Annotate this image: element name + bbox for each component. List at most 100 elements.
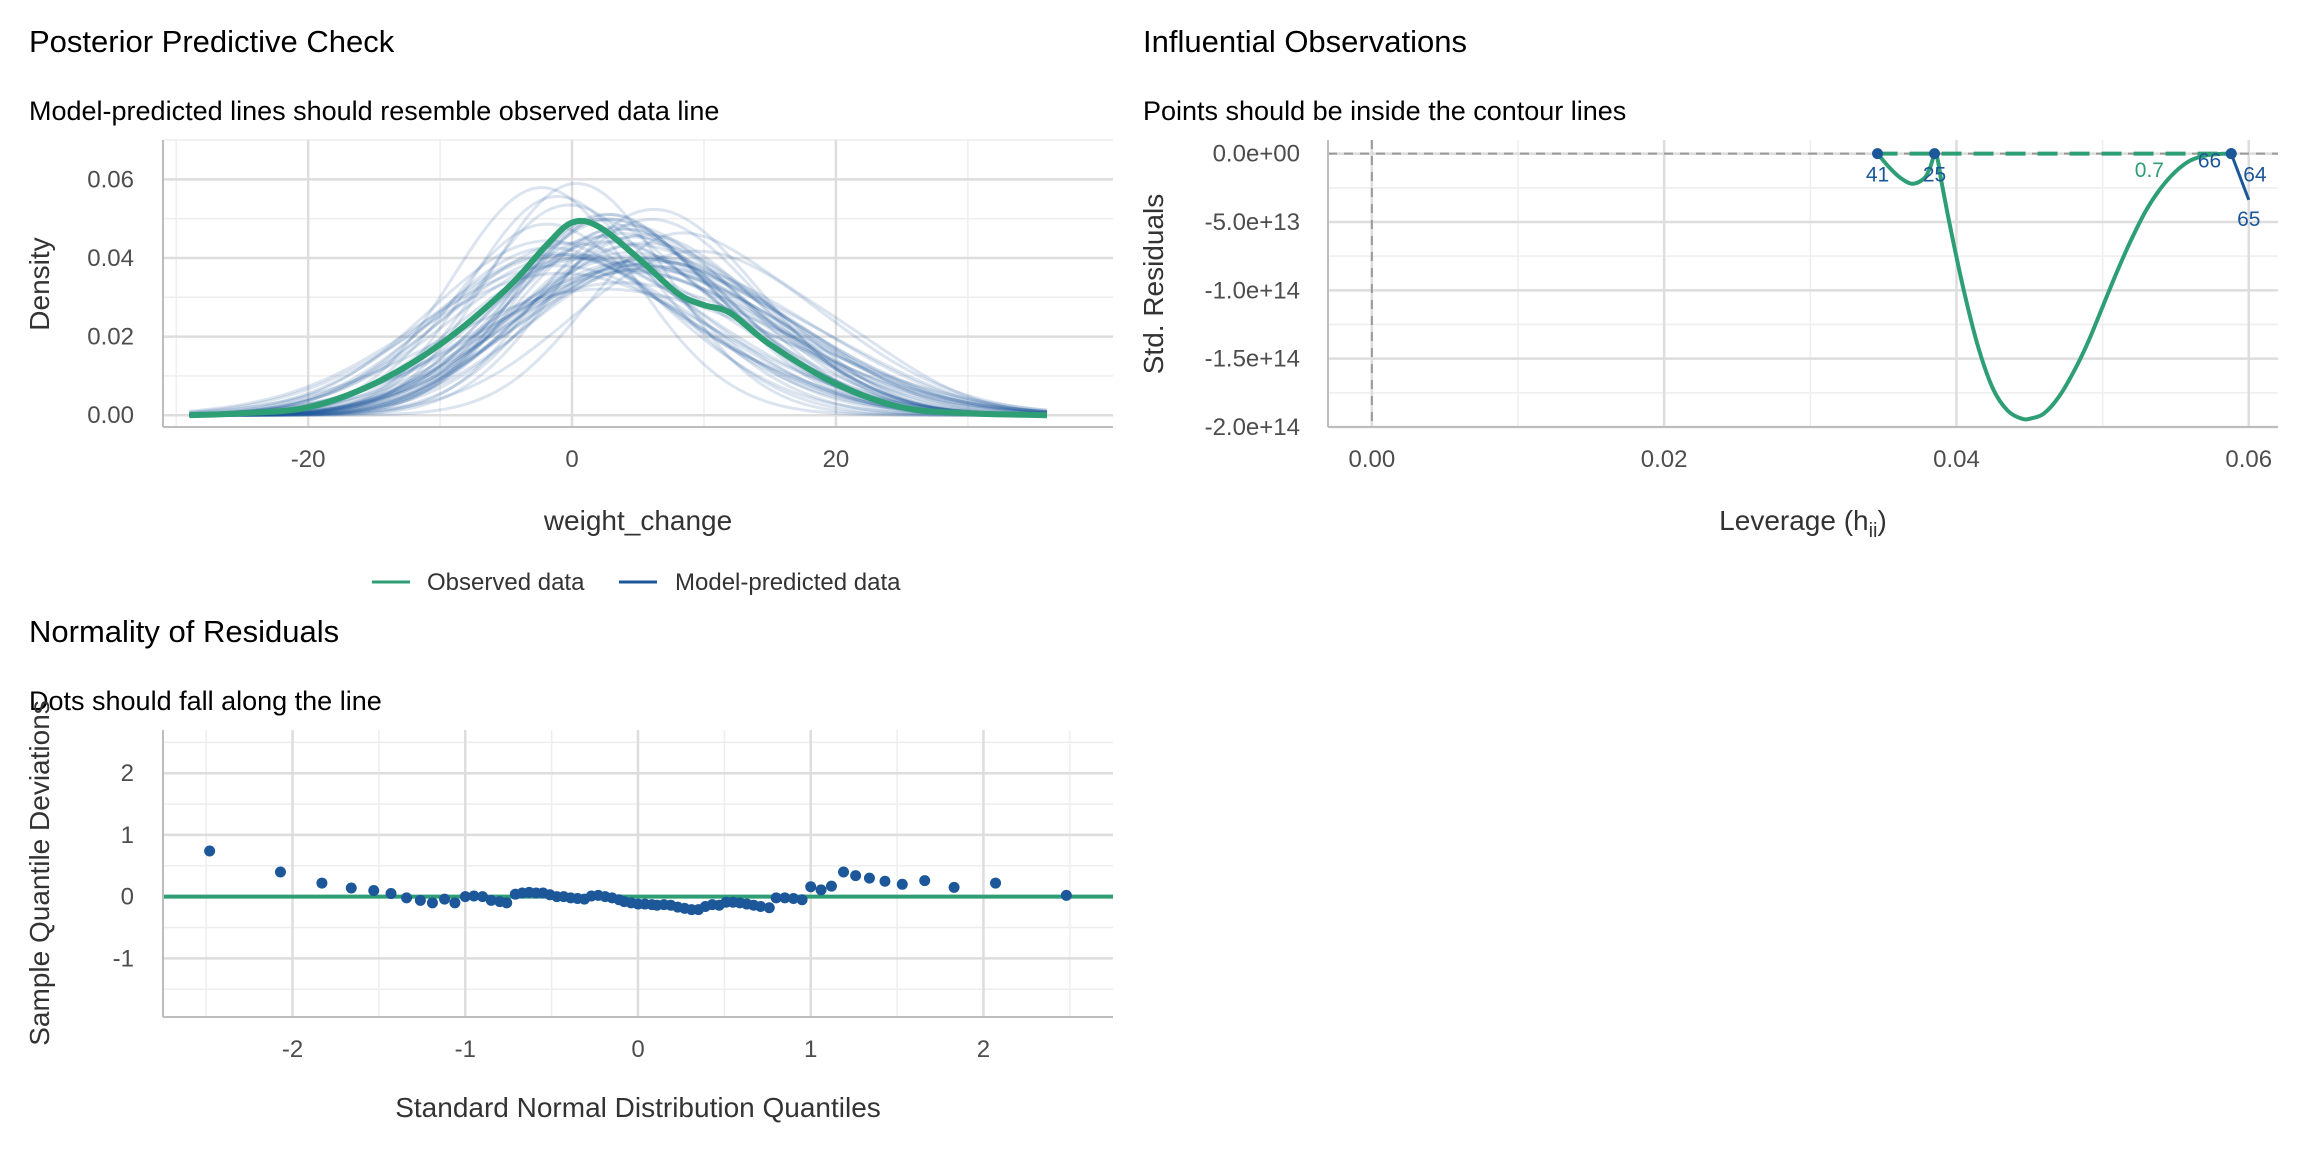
qq-x-tick-label: -1 [455, 1036, 476, 1063]
qq-point [815, 884, 827, 896]
qq-point [439, 893, 451, 905]
influence-point-65-segment [2229, 153, 2251, 201]
qq-point [879, 875, 891, 887]
qq-x-tick-label: 0 [631, 1036, 644, 1063]
ppc-predicted-line [189, 241, 1047, 417]
qq-tick-labels: -2 -1 0 1 2 -1 0 1 2 [113, 760, 990, 1063]
ppc-x-tick-label: 0 [565, 446, 578, 473]
ppc-y-tick-label: 0.02 [87, 324, 134, 351]
qq-y-tick-label: 2 [121, 760, 134, 787]
qq-point [770, 892, 782, 904]
ppc-predicted-line [189, 212, 1048, 417]
qq-point [863, 872, 875, 884]
ppc-tick-labels: -20 0 20 0.00 0.02 0.04 0.06 [87, 166, 849, 473]
influence-subtitle: Points should be inside the contour line… [1143, 96, 1626, 126]
ppc-predicted-line [189, 217, 1048, 417]
influence-title: Influential Observations [1143, 24, 1467, 59]
qq-point [779, 892, 791, 904]
qq-point [401, 892, 413, 904]
influence-point-label: 64 [2243, 164, 2267, 187]
qq-y-axis-title: Sample Quantile Deviations [24, 700, 55, 1046]
qq-points [204, 845, 1072, 916]
ppc-predicted-line [189, 265, 1048, 417]
legend-observed-label: Observed data [427, 569, 585, 596]
ppc-panel: Posterior Predictive Check Model-predict… [24, 24, 1113, 596]
qq-point [990, 877, 1002, 889]
influence-point-label: 66 [2198, 150, 2221, 173]
influence-contour-label: 0.7 [2135, 159, 2164, 182]
qq-point [477, 891, 489, 903]
qq-point [385, 888, 397, 900]
qq-point [796, 894, 808, 906]
influence-cook-curve [1876, 151, 2232, 422]
qq-point [345, 882, 357, 894]
ppc-x-tick-label: -20 [291, 446, 326, 473]
legend-predicted-label: Model-predicted data [675, 569, 901, 596]
qq-title: Normality of Residuals [29, 614, 339, 649]
influence-tick-labels: 0.00 0.02 0.04 0.06 0.0e+00 -5.0e+13 -1.0e+14 -… [1205, 141, 2273, 473]
ppc-predicted-line [189, 243, 1048, 417]
influence-y-tick-label: -2.0e+14 [1205, 414, 1300, 441]
ppc-y-tick-label: 0.00 [87, 402, 134, 429]
influence-y-tick-label: 0.0e+00 [1213, 141, 1300, 168]
ppc-predicted-line [189, 261, 1048, 417]
influence-x-tick-label: 0.02 [1641, 446, 1688, 473]
ppc-subtitle: Model-predicted lines should resemble ob… [29, 96, 719, 126]
qq-point [449, 897, 461, 909]
qq-point [763, 902, 775, 914]
ppc-predicted-line [189, 260, 1048, 417]
ppc-x-axis-title: weight_change [543, 505, 732, 536]
influence-point [2225, 148, 2237, 160]
ppc-predicted-line [189, 254, 1047, 417]
qq-point [1060, 889, 1072, 901]
ppc-x-tick-label: 20 [823, 446, 850, 473]
influence-gridlines [1328, 140, 2278, 429]
influence-x-axis-title-subscript: ii [1869, 520, 1878, 542]
ppc-y-tick-label: 0.04 [87, 245, 134, 272]
qq-point [838, 866, 850, 878]
influence-y-tick-label: -1.0e+14 [1205, 277, 1300, 304]
ppc-predicted-line [189, 267, 1048, 417]
qq-gridlines [163, 730, 1113, 1017]
ppc-y-axis-title: Density [24, 237, 55, 330]
ppc-predicted-line [189, 231, 1048, 417]
qq-point [274, 866, 286, 878]
ppc-predicted-line [189, 251, 1048, 417]
ppc-predicted-line [189, 287, 1048, 415]
qq-x-tick-label: 2 [977, 1036, 990, 1063]
ppc-predicted-line [189, 257, 1048, 417]
influence-point-label: 25 [1923, 164, 1946, 187]
qq-point [850, 870, 862, 882]
influence-panel: Influential Observations Points should b… [1138, 24, 2278, 542]
ppc-predicted-line [189, 256, 1048, 416]
influence-x-axis-title-close: ) [1878, 505, 1887, 536]
ppc-predicted-line [189, 241, 1048, 417]
qq-point [948, 881, 960, 893]
ppc-predicted-line [189, 255, 1048, 417]
qq-subtitle: Dots should fall along the line [29, 686, 382, 716]
ppc-y-tick-label: 0.06 [87, 166, 134, 193]
ppc-predicted-line [189, 217, 1047, 417]
qq-point [501, 897, 513, 909]
qq-y-tick-label: 1 [121, 822, 134, 849]
influence-point [1872, 148, 1884, 160]
ppc-predicted-line [189, 239, 1047, 417]
ppc-observed-line [189, 217, 1048, 419]
ppc-predicted-line [189, 207, 1047, 417]
qq-x-tick-label: 1 [804, 1036, 817, 1063]
qq-x-tick-label: -2 [282, 1036, 303, 1063]
influence-point [1929, 148, 1941, 160]
qq-point [459, 891, 471, 903]
ppc-title: Posterior Predictive Check [29, 24, 395, 59]
qq-point [468, 890, 480, 902]
influence-x-tick-label: 0.04 [1933, 446, 1980, 473]
qq-point [896, 878, 908, 890]
qq-point [787, 892, 799, 904]
qq-point [805, 881, 817, 893]
qq-x-axis-title: Standard Normal Distribution Quantiles [395, 1092, 881, 1123]
qq-point [316, 877, 328, 889]
ppc-predicted-line [189, 194, 1047, 417]
influence-y-axis-title: Std. Residuals [1138, 194, 1169, 375]
influence-point-label-65: 65 [2237, 208, 2260, 231]
